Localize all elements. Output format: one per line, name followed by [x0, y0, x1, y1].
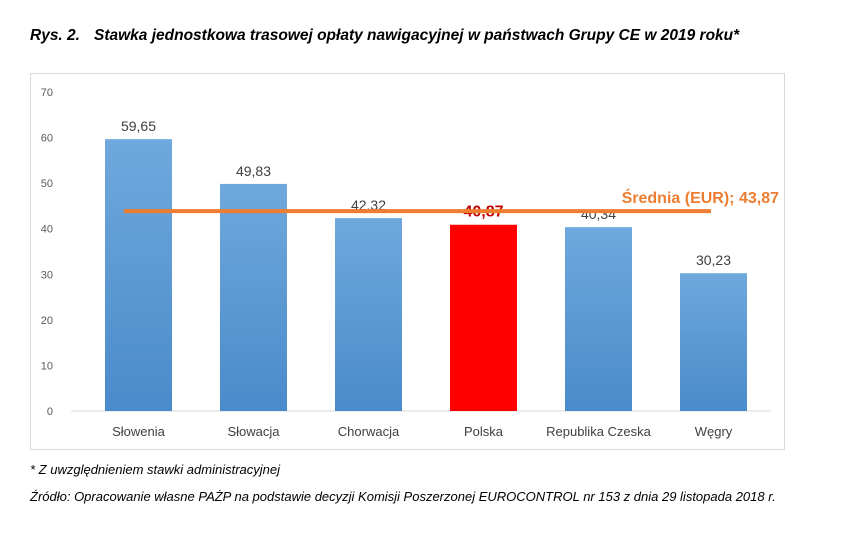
bar-value-label: 40,34	[581, 206, 616, 222]
figure-label: Rys. 2.	[30, 27, 80, 44]
figure-title: Stawka jednostkowa trasowej opłaty nawig…	[93, 27, 740, 44]
x-tick-label: Republika Czeska	[546, 424, 652, 439]
y-tick-label: 50	[41, 178, 53, 190]
x-tick-label: Słowenia	[112, 424, 166, 439]
bar-value-label: 30,23	[696, 252, 731, 268]
bar	[450, 224, 517, 411]
y-tick-label: 30	[41, 269, 53, 281]
bar	[105, 139, 172, 411]
bar-value-label: 59,65	[121, 118, 156, 134]
y-tick-label: 10	[41, 360, 53, 372]
average-label: Średnia (EUR); 43,87	[622, 188, 779, 207]
bar-chart: 0 10 20 30 40 50 60 70 59,65 Słowenia 49,83 Słowacj…	[41, 87, 779, 439]
bar	[335, 218, 402, 411]
y-tick-label: 70	[41, 87, 53, 99]
y-tick-label: 20	[41, 315, 53, 327]
x-tick-label: Polska	[464, 424, 504, 439]
y-tick-label: 40	[41, 224, 53, 236]
x-tick-label: Słowacja	[227, 424, 280, 439]
bar	[220, 183, 287, 411]
x-tick-label: Chorwacja	[338, 424, 400, 439]
bar	[680, 273, 747, 411]
x-tick-label: Węgry	[695, 424, 733, 439]
footnote: * Z uwzględnieniem stawki administracyjn…	[30, 462, 280, 477]
source-note: Źródło: Opracowanie własne PAŻP na podst…	[30, 489, 776, 504]
y-tick-label: 0	[47, 406, 53, 418]
bar-value-label: 49,83	[236, 163, 271, 179]
y-tick-label: 60	[41, 133, 53, 145]
figure-caption: Rys. 2. Stawka jednostkowa trasowej opłat…	[30, 27, 800, 45]
chart-frame: 0 10 20 30 40 50 60 70 59,65 Słowenia 49,83 Słowacj…	[30, 73, 785, 450]
bar	[565, 227, 632, 411]
